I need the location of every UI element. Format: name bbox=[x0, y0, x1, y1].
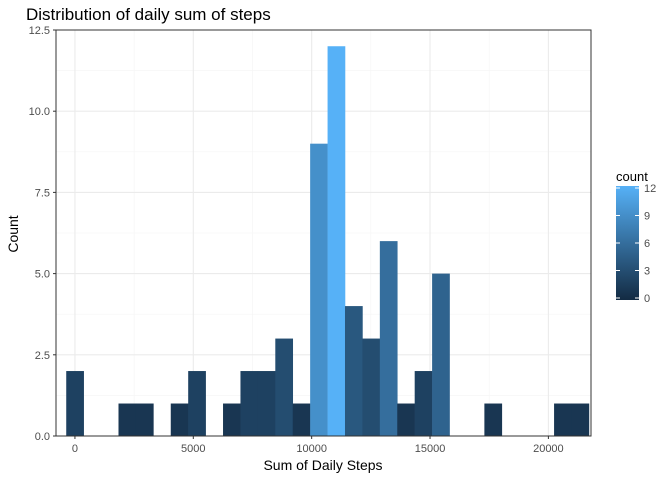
x-tick-label: 0 bbox=[72, 443, 78, 455]
histogram-bars bbox=[66, 46, 590, 437]
histogram-bar bbox=[571, 403, 590, 436]
histogram-bar bbox=[414, 371, 433, 436]
histogram-bar bbox=[554, 403, 572, 436]
histogram-bar bbox=[240, 371, 259, 436]
histogram-bar bbox=[432, 273, 450, 436]
histogram-bar bbox=[170, 403, 189, 436]
y-tick-label: 7.5 bbox=[35, 187, 50, 199]
y-axis: 0.0 2.5 5.0 7.5 10.0 12.5 bbox=[29, 25, 56, 443]
histogram-bar bbox=[275, 338, 294, 436]
histogram-bar bbox=[310, 143, 328, 436]
panel-frame bbox=[55, 29, 592, 437]
histogram-bar bbox=[135, 403, 154, 436]
histogram-bar bbox=[379, 241, 398, 436]
histogram-bar bbox=[223, 403, 241, 436]
legend-tick-label: 6 bbox=[644, 238, 650, 250]
legend-tick-label: 9 bbox=[644, 211, 650, 223]
x-axis: 0 5000 10000 15000 20000 bbox=[72, 436, 564, 455]
x-axis-title: Sum of Daily Steps bbox=[263, 457, 382, 473]
legend-tick-label: 12 bbox=[644, 183, 656, 195]
color-legend: count 0 3 6 9 12 bbox=[616, 169, 656, 305]
y-tick-label: 12.5 bbox=[29, 25, 50, 37]
histogram-bar bbox=[397, 403, 415, 436]
x-tick-label: 5000 bbox=[181, 443, 205, 455]
y-tick-label: 10.0 bbox=[29, 106, 50, 118]
histogram-bar bbox=[484, 403, 503, 436]
legend-tick-label: 0 bbox=[644, 293, 650, 305]
y-tick-label: 5.0 bbox=[35, 269, 50, 281]
panel-border bbox=[55, 29, 592, 437]
legend-title: count bbox=[616, 169, 648, 184]
legend-colorbar bbox=[616, 186, 639, 300]
histogram-bar bbox=[118, 403, 137, 436]
histogram-bar bbox=[66, 371, 84, 436]
y-tick-label: 0.0 bbox=[35, 431, 50, 443]
legend-tick-label: 3 bbox=[644, 266, 650, 278]
y-tick-label: 2.5 bbox=[35, 350, 50, 362]
y-axis-title: Count bbox=[5, 215, 21, 252]
x-tick-label: 20000 bbox=[533, 443, 564, 455]
histogram-bar bbox=[188, 371, 206, 436]
chart-title: Distribution of daily sum of steps bbox=[26, 5, 271, 24]
x-tick-label: 10000 bbox=[296, 443, 327, 455]
histogram-bar bbox=[362, 338, 381, 436]
x-tick-label: 15000 bbox=[415, 443, 446, 455]
histogram-bar bbox=[327, 46, 346, 437]
histogram-bar bbox=[292, 403, 311, 436]
histogram-bar bbox=[344, 306, 363, 436]
histogram-bar bbox=[257, 371, 276, 436]
